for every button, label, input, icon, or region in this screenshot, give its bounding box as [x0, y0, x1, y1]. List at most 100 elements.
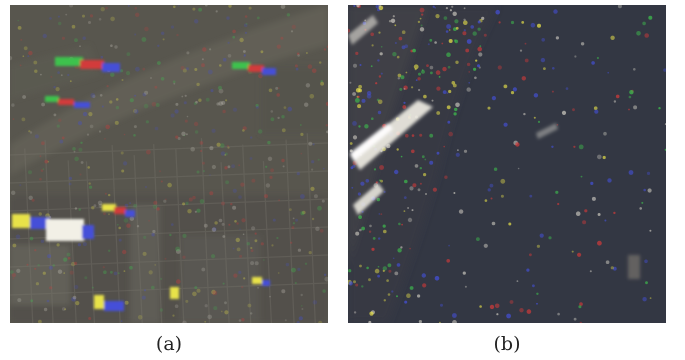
speckle-dot [291, 24, 296, 29]
speckle-dot [353, 5, 356, 7]
speckle-dot [181, 95, 184, 98]
speckle-dot [176, 33, 179, 37]
speckle-dot [533, 116, 536, 119]
speckle-dot [396, 263, 401, 267]
speckle-dot [455, 152, 460, 157]
speckle-dot [325, 101, 328, 106]
speckle-dot [552, 67, 555, 70]
speckle-dot [143, 235, 147, 239]
speckle-dot [355, 88, 361, 93]
speckle-dot [203, 223, 208, 228]
speckle-dot [575, 211, 581, 216]
speckle-dot [143, 103, 149, 109]
speckle-dot [296, 172, 300, 176]
speckle-dot [225, 99, 228, 102]
speckle-dot [47, 254, 52, 259]
speckle-dot [30, 299, 34, 303]
speckle-dot [526, 268, 530, 272]
image-panel-b [348, 5, 666, 323]
speckle-dot [519, 308, 524, 313]
speckle-dot [65, 13, 68, 16]
speckle-dot [226, 16, 230, 20]
speckle-dot [254, 232, 257, 235]
speckle-dot [664, 148, 666, 151]
speckle-dot [454, 19, 459, 24]
speckle-dot [129, 216, 134, 221]
speckle-dot [186, 51, 190, 55]
speckle-dot [464, 285, 467, 288]
speckle-dot [33, 60, 38, 65]
speckle-dot [59, 139, 64, 144]
speckle-dot [379, 52, 383, 56]
speckle-dot [221, 100, 226, 105]
speckle-dot [239, 254, 243, 258]
speckle-dot [160, 277, 163, 280]
speckle-dot [192, 291, 197, 297]
speckle-dot [443, 16, 448, 20]
caption-b: (b) [493, 333, 521, 355]
speckle-dot [358, 84, 362, 89]
speckle-dot [451, 5, 454, 8]
speckle-dot [325, 124, 328, 127]
speckle-dot [411, 149, 415, 154]
speckle-dot [50, 75, 53, 78]
speckle-dot [159, 170, 162, 173]
speckle-dot [392, 257, 395, 260]
speckle-dot [134, 109, 139, 114]
speckle-dot [374, 268, 380, 274]
speckle-dot [144, 90, 149, 95]
street-line [133, 155, 143, 323]
speckle-dot [388, 269, 392, 273]
speckle-dot [148, 219, 151, 222]
speckle-dot [145, 186, 147, 188]
speckle-dot [133, 109, 138, 113]
speckle-dot [91, 286, 94, 289]
speckle-dot [633, 105, 638, 110]
speckle-dot [170, 25, 175, 29]
speckle-dot [441, 42, 444, 45]
speckle-dot [400, 155, 403, 158]
speckle-dot [366, 91, 372, 96]
speckle-dot [211, 164, 216, 170]
speckle-dot [190, 146, 195, 152]
speckle-dot [432, 5, 435, 8]
speckle-dot [306, 52, 308, 54]
speckle-dot [234, 220, 237, 223]
speckle-dot [434, 7, 436, 9]
speckle-dot [612, 266, 617, 271]
speckle-dot [28, 50, 33, 56]
speckle-dot [358, 215, 362, 220]
speckle-dot [287, 106, 293, 112]
speckle-dot [578, 305, 582, 309]
street-line [242, 144, 252, 323]
speckle-dot [243, 54, 246, 57]
speckle-dot [477, 27, 481, 31]
speckle-dot [241, 318, 245, 322]
speckle-dot [369, 224, 372, 228]
speckle-dot [565, 87, 569, 90]
speckle-dot [160, 180, 163, 183]
speckle-dot [123, 161, 128, 166]
speckle-dot [304, 102, 309, 107]
speckle-dot [209, 48, 212, 51]
speckle-dot [380, 46, 383, 48]
speckle-dot [239, 37, 244, 43]
speckle-dot [235, 237, 240, 243]
speckle-dot [26, 263, 29, 266]
speckle-dot [41, 102, 45, 107]
speckle-dot [382, 269, 385, 272]
speckle-dot [364, 124, 369, 129]
speckle-dot [298, 316, 303, 321]
speckle-dot [297, 54, 300, 57]
speckle-dot [115, 98, 119, 101]
speckle-dot [452, 313, 457, 318]
speckle-dot [103, 212, 106, 216]
speckle-dot [348, 269, 352, 273]
speckle-dot [155, 103, 160, 107]
speckle-dot [508, 222, 512, 226]
speckle-dot [17, 26, 22, 30]
speckle-dot [536, 244, 540, 248]
speckle-dot [28, 170, 32, 175]
speckle-dot [148, 270, 153, 275]
speckle-dot [61, 36, 65, 40]
